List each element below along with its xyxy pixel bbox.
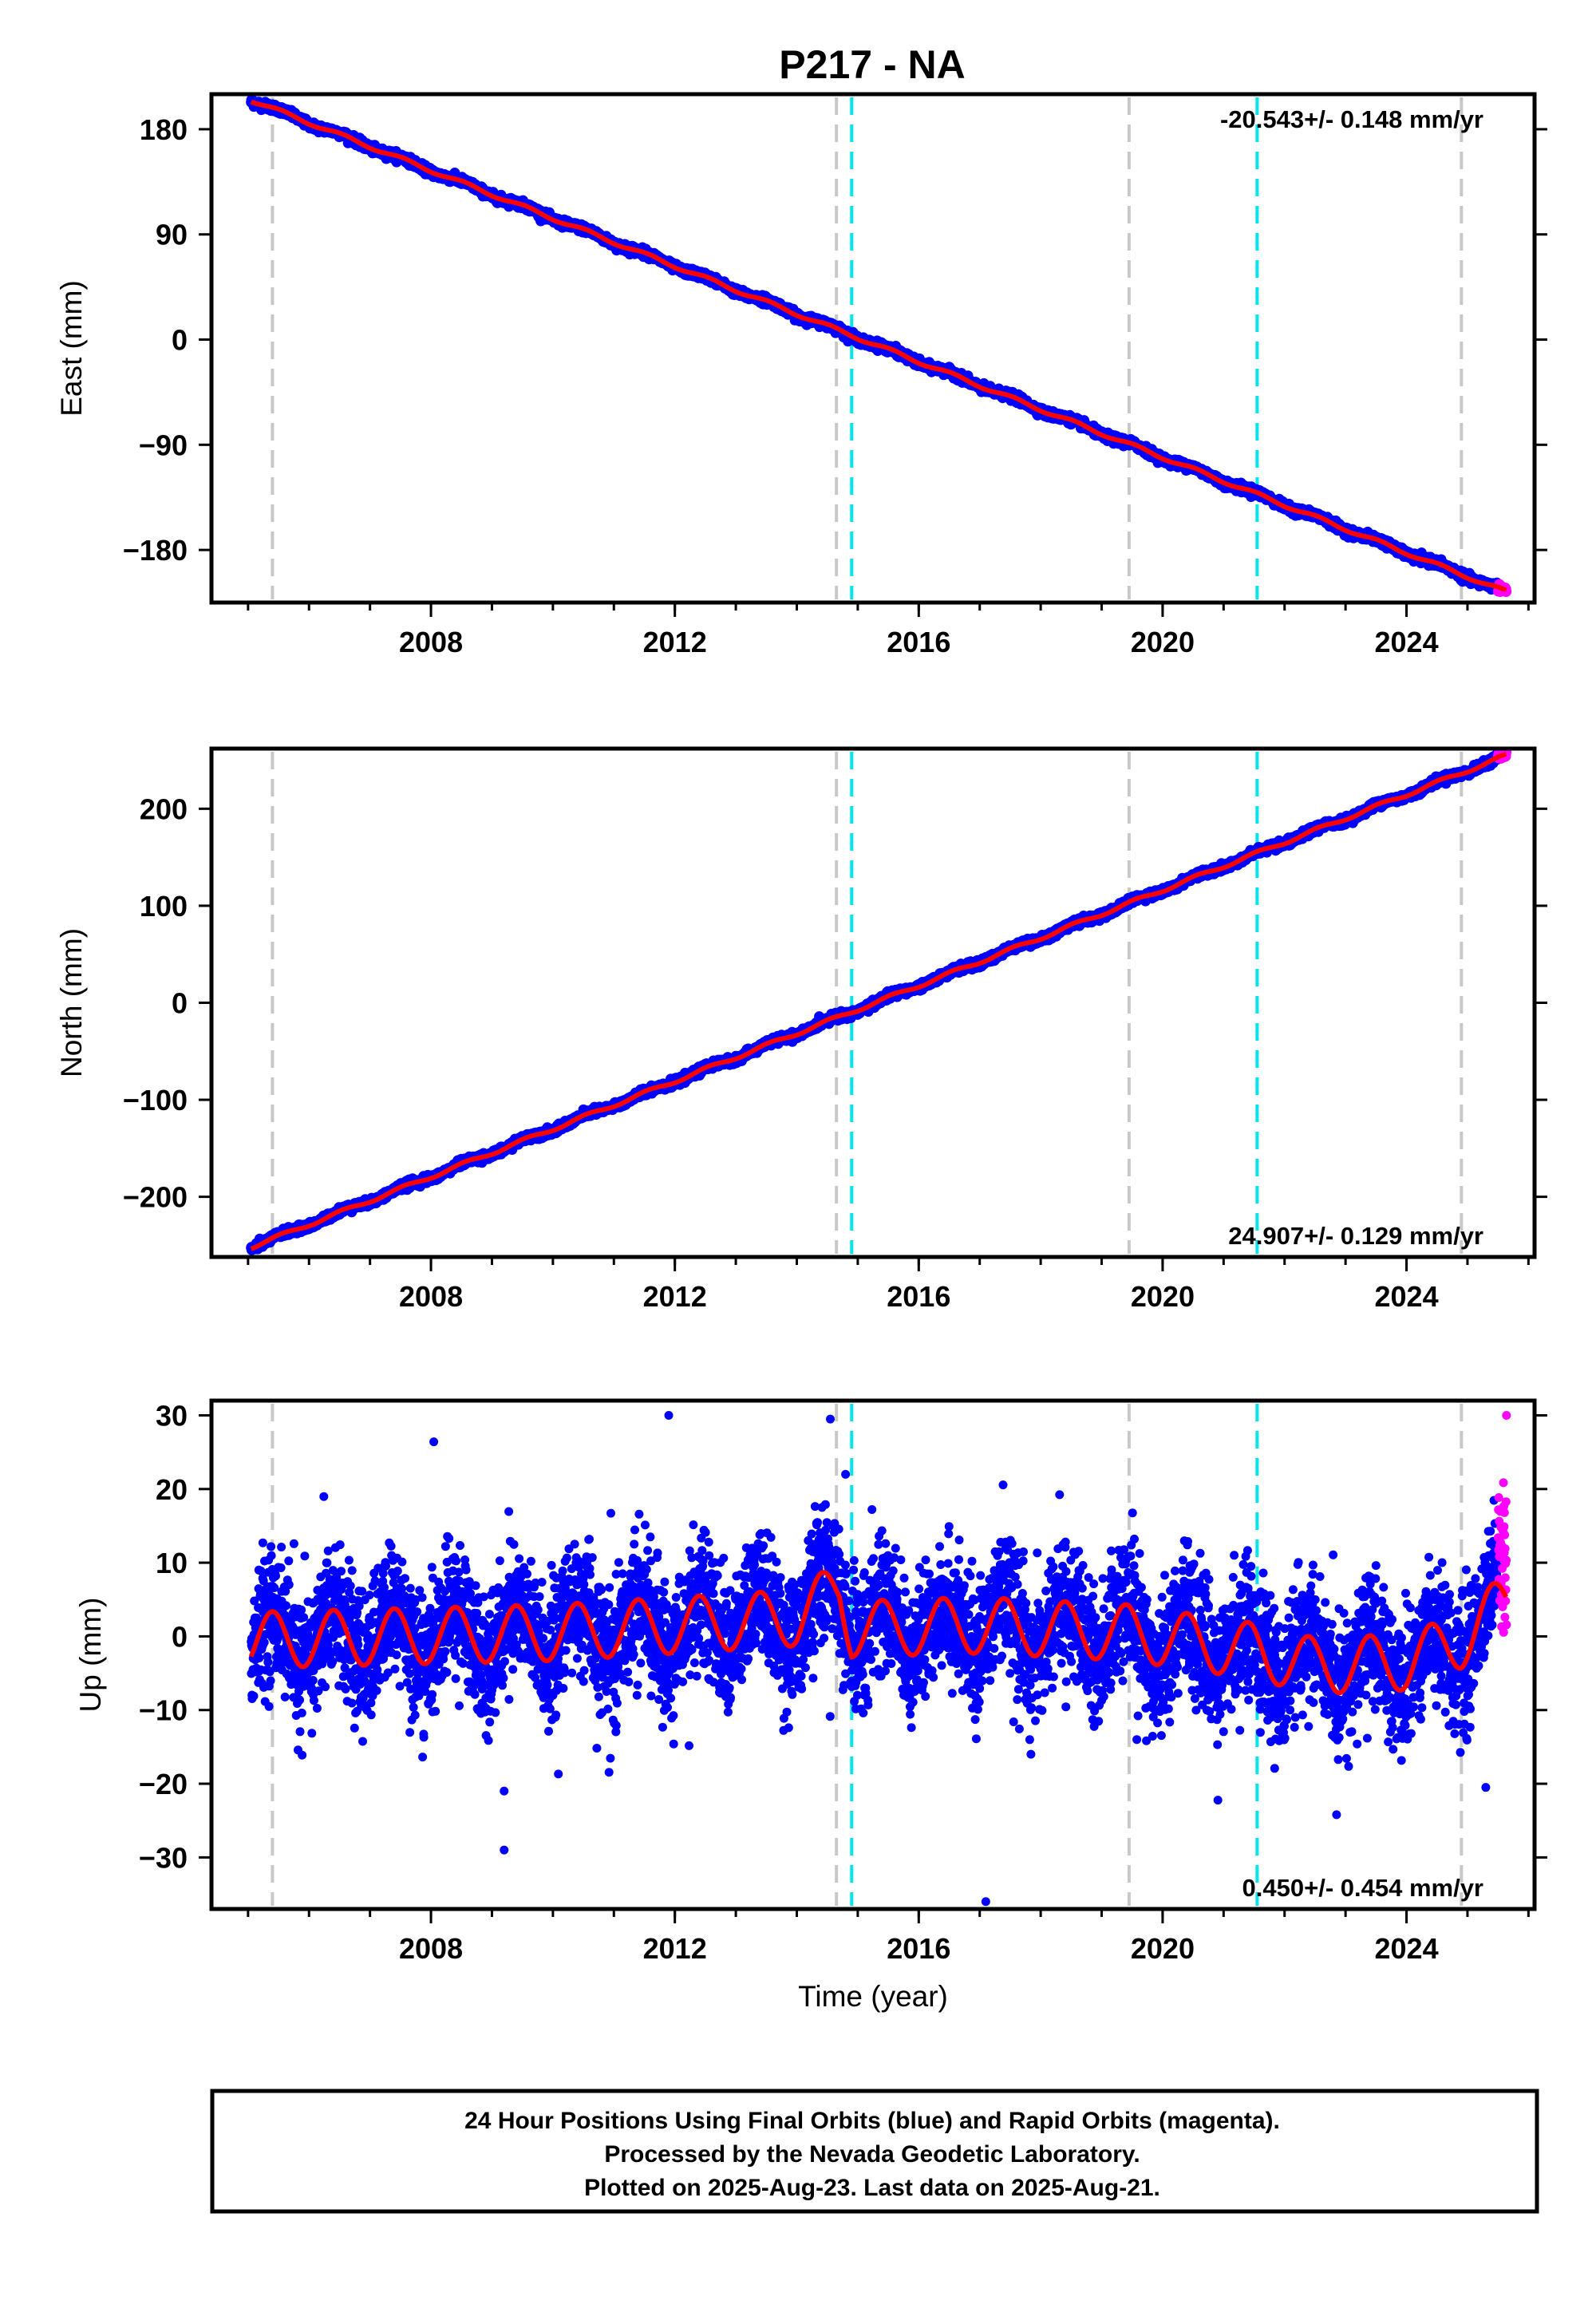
y-tick-label: −180 — [123, 534, 188, 567]
y-tick-label: 180 — [140, 113, 188, 146]
y-tick-label: 90 — [156, 219, 188, 251]
x-tick-label: 2020 — [1131, 626, 1195, 658]
panels: 180 90 0 −90 −180 2008 2012 2016 2020 2024 East (m… — [55, 92, 1547, 2013]
y-tick-label: 0 — [172, 324, 188, 357]
x-tick-label: 2024 — [1375, 626, 1439, 658]
east-rate-label: -20.543+/- 0.148 mm/yr — [1220, 105, 1483, 133]
x-tick-label: 2008 — [399, 626, 463, 658]
chart-title: P217 - NA — [779, 42, 965, 87]
y-tick-label: −90 — [139, 429, 188, 461]
x-tick-label: 2012 — [643, 626, 707, 658]
east-axis-label: East (mm) — [55, 280, 88, 417]
panel-east: 180 90 0 −90 −180 2008 2012 2016 2020 2024 East (m… — [55, 92, 1547, 658]
x-tick-label: 2016 — [887, 626, 950, 658]
